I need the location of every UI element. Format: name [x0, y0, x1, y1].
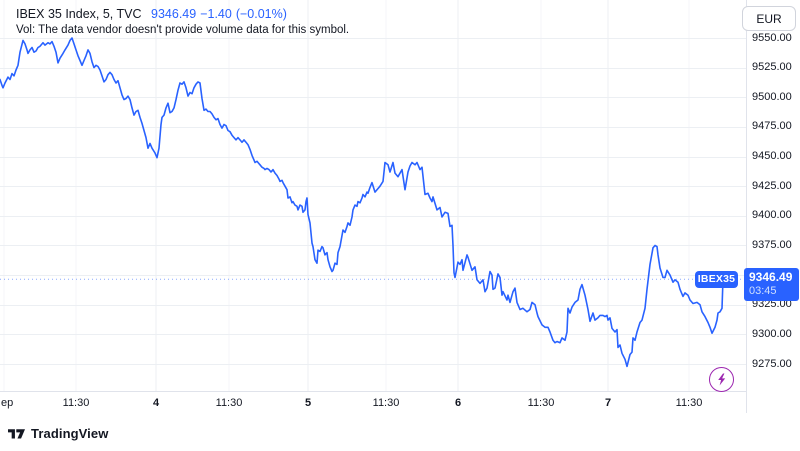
price-axis-label: 9475.00 [752, 120, 792, 133]
price-axis-label: 9550.00 [752, 31, 792, 44]
tradingview-brand-text: TradingView [31, 426, 109, 441]
symbol-values: 9346.49 −1.40 (−0.01%) [151, 7, 291, 21]
currency-button[interactable]: EUR [742, 6, 796, 31]
time-axis-label: 11:30 [372, 397, 400, 409]
instant-trading-button[interactable] [709, 367, 734, 392]
price-change-percent: (−0.01%) [235, 7, 287, 21]
last-price-tag: 9346.49 03:45 [744, 268, 799, 302]
price-axis-label: 9300.00 [752, 327, 792, 340]
price-axis-label: 9400.00 [752, 209, 792, 222]
price-axis-label: 9375.00 [752, 238, 792, 251]
time-axis-label: 11:30 [675, 397, 703, 409]
last-price-value: 9346.49 [151, 7, 197, 21]
price-axis-label: 9275.00 [752, 357, 792, 370]
price-series-line [0, 37, 724, 368]
tradingview-logo-icon [8, 428, 25, 440]
price-chart[interactable] [0, 0, 746, 391]
time-axis-label: 4 [152, 397, 160, 409]
lightning-bolt-icon [715, 373, 728, 386]
price-axis-label: 9525.00 [752, 61, 792, 74]
time-axis-label: 11:30 [215, 397, 243, 409]
time-axis[interactable]: ep 11:30 4 11:30 5 11:30 6 11:30 7 11:30 [0, 391, 746, 414]
time-axis-label: 7 [604, 397, 612, 409]
time-axis-label: 11:30 [527, 397, 555, 409]
price-axis-label: 9325.00 [752, 298, 792, 311]
chart-legend: IBEX 35 Index, 5, TVC 9346.49 −1.40 (−0.01… [16, 7, 291, 22]
time-axis-label: ep [1, 397, 14, 409]
bar-countdown: 03:45 [749, 285, 777, 298]
price-axis-label: 9450.00 [752, 150, 792, 163]
price-change: −1.40 [200, 7, 232, 21]
symbol-price-label: IBEX35 [695, 270, 738, 288]
price-axis-label: 9500.00 [752, 90, 792, 103]
volume-note: Vol: The data vendor doesn't provide vol… [16, 24, 350, 36]
last-price-tag-value: 9346.49 [749, 270, 793, 285]
symbol-title[interactable]: IBEX 35 Index, 5, TVC [16, 7, 142, 21]
price-axis[interactable]: 9550.00 9525.00 9500.00 9475.00 9450.00 9425.… [746, 0, 800, 413]
time-axis-label: 6 [454, 397, 462, 409]
time-axis-label: 11:30 [62, 397, 90, 409]
time-axis-label: 5 [304, 397, 312, 409]
tradingview-attribution[interactable]: TradingView [8, 426, 108, 441]
price-axis-label: 9425.00 [752, 179, 792, 192]
